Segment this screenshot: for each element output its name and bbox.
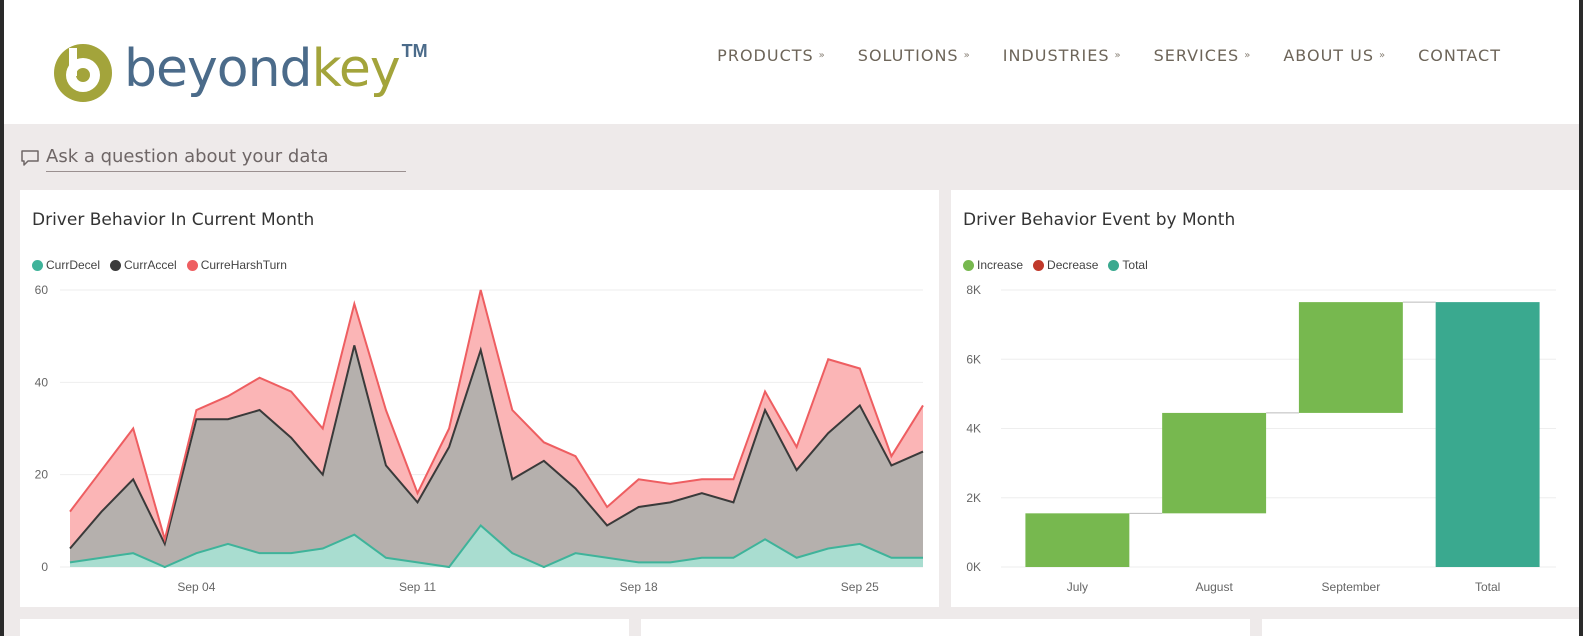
x-tick-label: August (1195, 580, 1233, 594)
legend-swatch (186, 259, 198, 271)
chart-legend: CurrDecel CurrAccel CurreHarshTurn (32, 258, 287, 272)
bottom-card-3[interactable] (1262, 619, 1579, 636)
chart-title: Driver Behavior Event by Month (963, 210, 1236, 230)
y-tick-label: 8K (966, 283, 981, 297)
x-tick-label: July (1067, 580, 1088, 594)
y-tick-label: 4K (966, 422, 981, 436)
area-curraccel (70, 345, 923, 567)
double-chevron-down-icon: » (1379, 49, 1387, 61)
line-currdecel (69, 523, 923, 569)
chart-title: Driver Behavior In Current Month (32, 210, 315, 230)
legend-swatch (1033, 259, 1045, 271)
driver-behavior-event-by-month-card[interactable]: Driver Behavior Event by Month Increase … (951, 190, 1579, 607)
chart-legend: Increase Decrease Total (963, 258, 1148, 272)
y-tick-label: 2K (966, 491, 981, 505)
y-tick-label: 40 (35, 375, 49, 389)
x-tick-label: Sep 25 (841, 580, 879, 594)
qa-input[interactable] (46, 144, 406, 172)
nav-item-contact[interactable]: CONTACT (1418, 46, 1501, 65)
y-tick-label: 6K (966, 352, 981, 366)
y-tick-label: 20 (35, 468, 49, 482)
beyondkey-logo[interactable]: beyondkey TM (52, 38, 428, 108)
legend-swatch (32, 259, 43, 271)
bar-july (1025, 513, 1130, 567)
nav-item-about-us[interactable]: ABOUT US» (1283, 46, 1387, 65)
line-curreharshturn (69, 289, 924, 544)
bottom-card-1[interactable] (20, 619, 629, 636)
legend-item-increase[interactable]: Increase (963, 258, 1023, 272)
trademark-mark: TM (401, 40, 428, 61)
line-curraccel (69, 345, 924, 550)
bottom-card-2[interactable] (641, 619, 1250, 636)
legend-item-decrease[interactable]: Decrease (1033, 258, 1098, 272)
area-curreharshturn (70, 290, 923, 549)
logo-mark-icon (54, 44, 112, 102)
legend-item-curraccel[interactable]: CurrAccel (110, 258, 177, 272)
area-currdecel (70, 525, 923, 567)
driver-behavior-current-month-card[interactable]: Driver Behavior In Current Month CurrDec… (20, 190, 939, 607)
nav-item-products[interactable]: PRODUCTS» (717, 46, 826, 65)
legend-swatch (110, 259, 122, 271)
x-tick-label: September (1322, 580, 1381, 594)
legend-item-currdecel[interactable]: CurrDecel (32, 258, 100, 272)
bar-august (1162, 412, 1267, 514)
x-tick-label: Sep 18 (620, 580, 658, 594)
double-chevron-down-icon: » (1244, 49, 1252, 61)
x-tick-label: Sep 11 (399, 580, 436, 594)
bar-total (1435, 302, 1540, 567)
nav-item-solutions[interactable]: SOLUTIONS» (857, 46, 971, 65)
site-header: beyondkey TM PRODUCTS» SOLUTIONS» INDUST… (4, 0, 1579, 124)
nav-item-services[interactable]: SERVICES» (1153, 46, 1252, 65)
qa-bar (20, 144, 406, 172)
legend-item-total[interactable]: Total (1108, 258, 1148, 272)
logo-wordmark: beyondkey (124, 39, 401, 99)
main-nav: PRODUCTS» SOLUTIONS» INDUSTRIES» SERVICE… (717, 46, 1501, 65)
legend-swatch (1108, 259, 1120, 271)
double-chevron-down-icon: » (963, 49, 971, 61)
waterfall-chart: 0K 2K 4K 6K 8K July August September Total (966, 283, 1556, 594)
chat-bubble-icon (21, 150, 39, 166)
nav-item-industries[interactable]: INDUSTRIES» (1002, 46, 1122, 65)
legend-item-curreharshturn[interactable]: CurreHarshTurn (186, 258, 287, 272)
y-tick-label: 0K (966, 560, 981, 574)
double-chevron-down-icon: » (1114, 49, 1122, 61)
x-tick-label: Sep 04 (177, 580, 215, 594)
double-chevron-down-icon: » (818, 49, 826, 61)
bar-september (1298, 302, 1403, 413)
legend-swatch (963, 259, 974, 271)
x-tick-label: Total (1475, 580, 1500, 594)
area-chart: 0 20 40 60 Sep 04 Sep 11 Sep 18 Sep 25 (35, 283, 924, 594)
y-tick-label: 0 (41, 560, 48, 574)
y-tick-label: 60 (35, 283, 49, 297)
dashboard-canvas: Driver Behavior In Current Month CurrDec… (4, 124, 1579, 636)
